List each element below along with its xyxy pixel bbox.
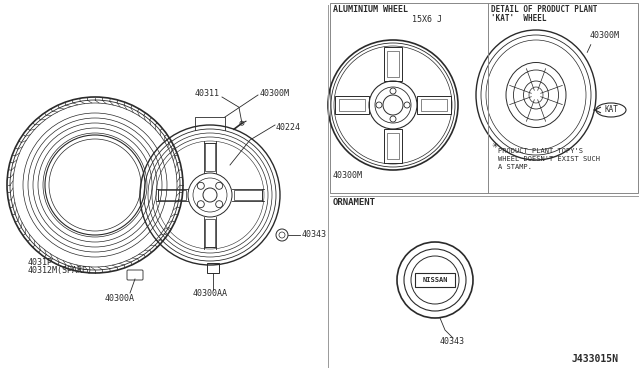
Text: NISSAN: NISSAN <box>422 277 448 283</box>
Text: ORNAMENT: ORNAMENT <box>333 198 376 207</box>
Text: 40343: 40343 <box>440 337 465 346</box>
Text: ✳: ✳ <box>492 141 499 150</box>
Text: DETAIL OF PRODUCT PLANT: DETAIL OF PRODUCT PLANT <box>491 5 597 14</box>
Text: 40300M: 40300M <box>333 171 363 180</box>
Text: 'KAT'  WHEEL: 'KAT' WHEEL <box>491 14 547 23</box>
Text: ALUMINIUM WHEEL: ALUMINIUM WHEEL <box>333 5 408 14</box>
Text: 40300M: 40300M <box>590 31 620 40</box>
Text: 40224: 40224 <box>276 123 301 132</box>
Bar <box>207 263 219 273</box>
Text: KAT: KAT <box>604 106 618 115</box>
Ellipse shape <box>596 103 626 117</box>
Text: 40343: 40343 <box>302 230 327 239</box>
Text: PRODUCT PLANT TOPY'S
WHEEL DOESN'T EXIST SUCH
A STAMP.: PRODUCT PLANT TOPY'S WHEEL DOESN'T EXIST… <box>498 148 600 170</box>
Text: 4031P: 4031P <box>28 258 53 267</box>
Text: 40311: 40311 <box>195 89 220 97</box>
Text: J433015N: J433015N <box>572 354 619 364</box>
Text: 40300A: 40300A <box>105 294 135 303</box>
Text: 40300AA: 40300AA <box>193 289 228 298</box>
Text: 15X6 J: 15X6 J <box>412 15 442 24</box>
Bar <box>415 273 455 287</box>
Text: 40312M(SPARE): 40312M(SPARE) <box>28 266 93 275</box>
Text: 40300M: 40300M <box>260 89 290 97</box>
Bar <box>330 3 638 193</box>
